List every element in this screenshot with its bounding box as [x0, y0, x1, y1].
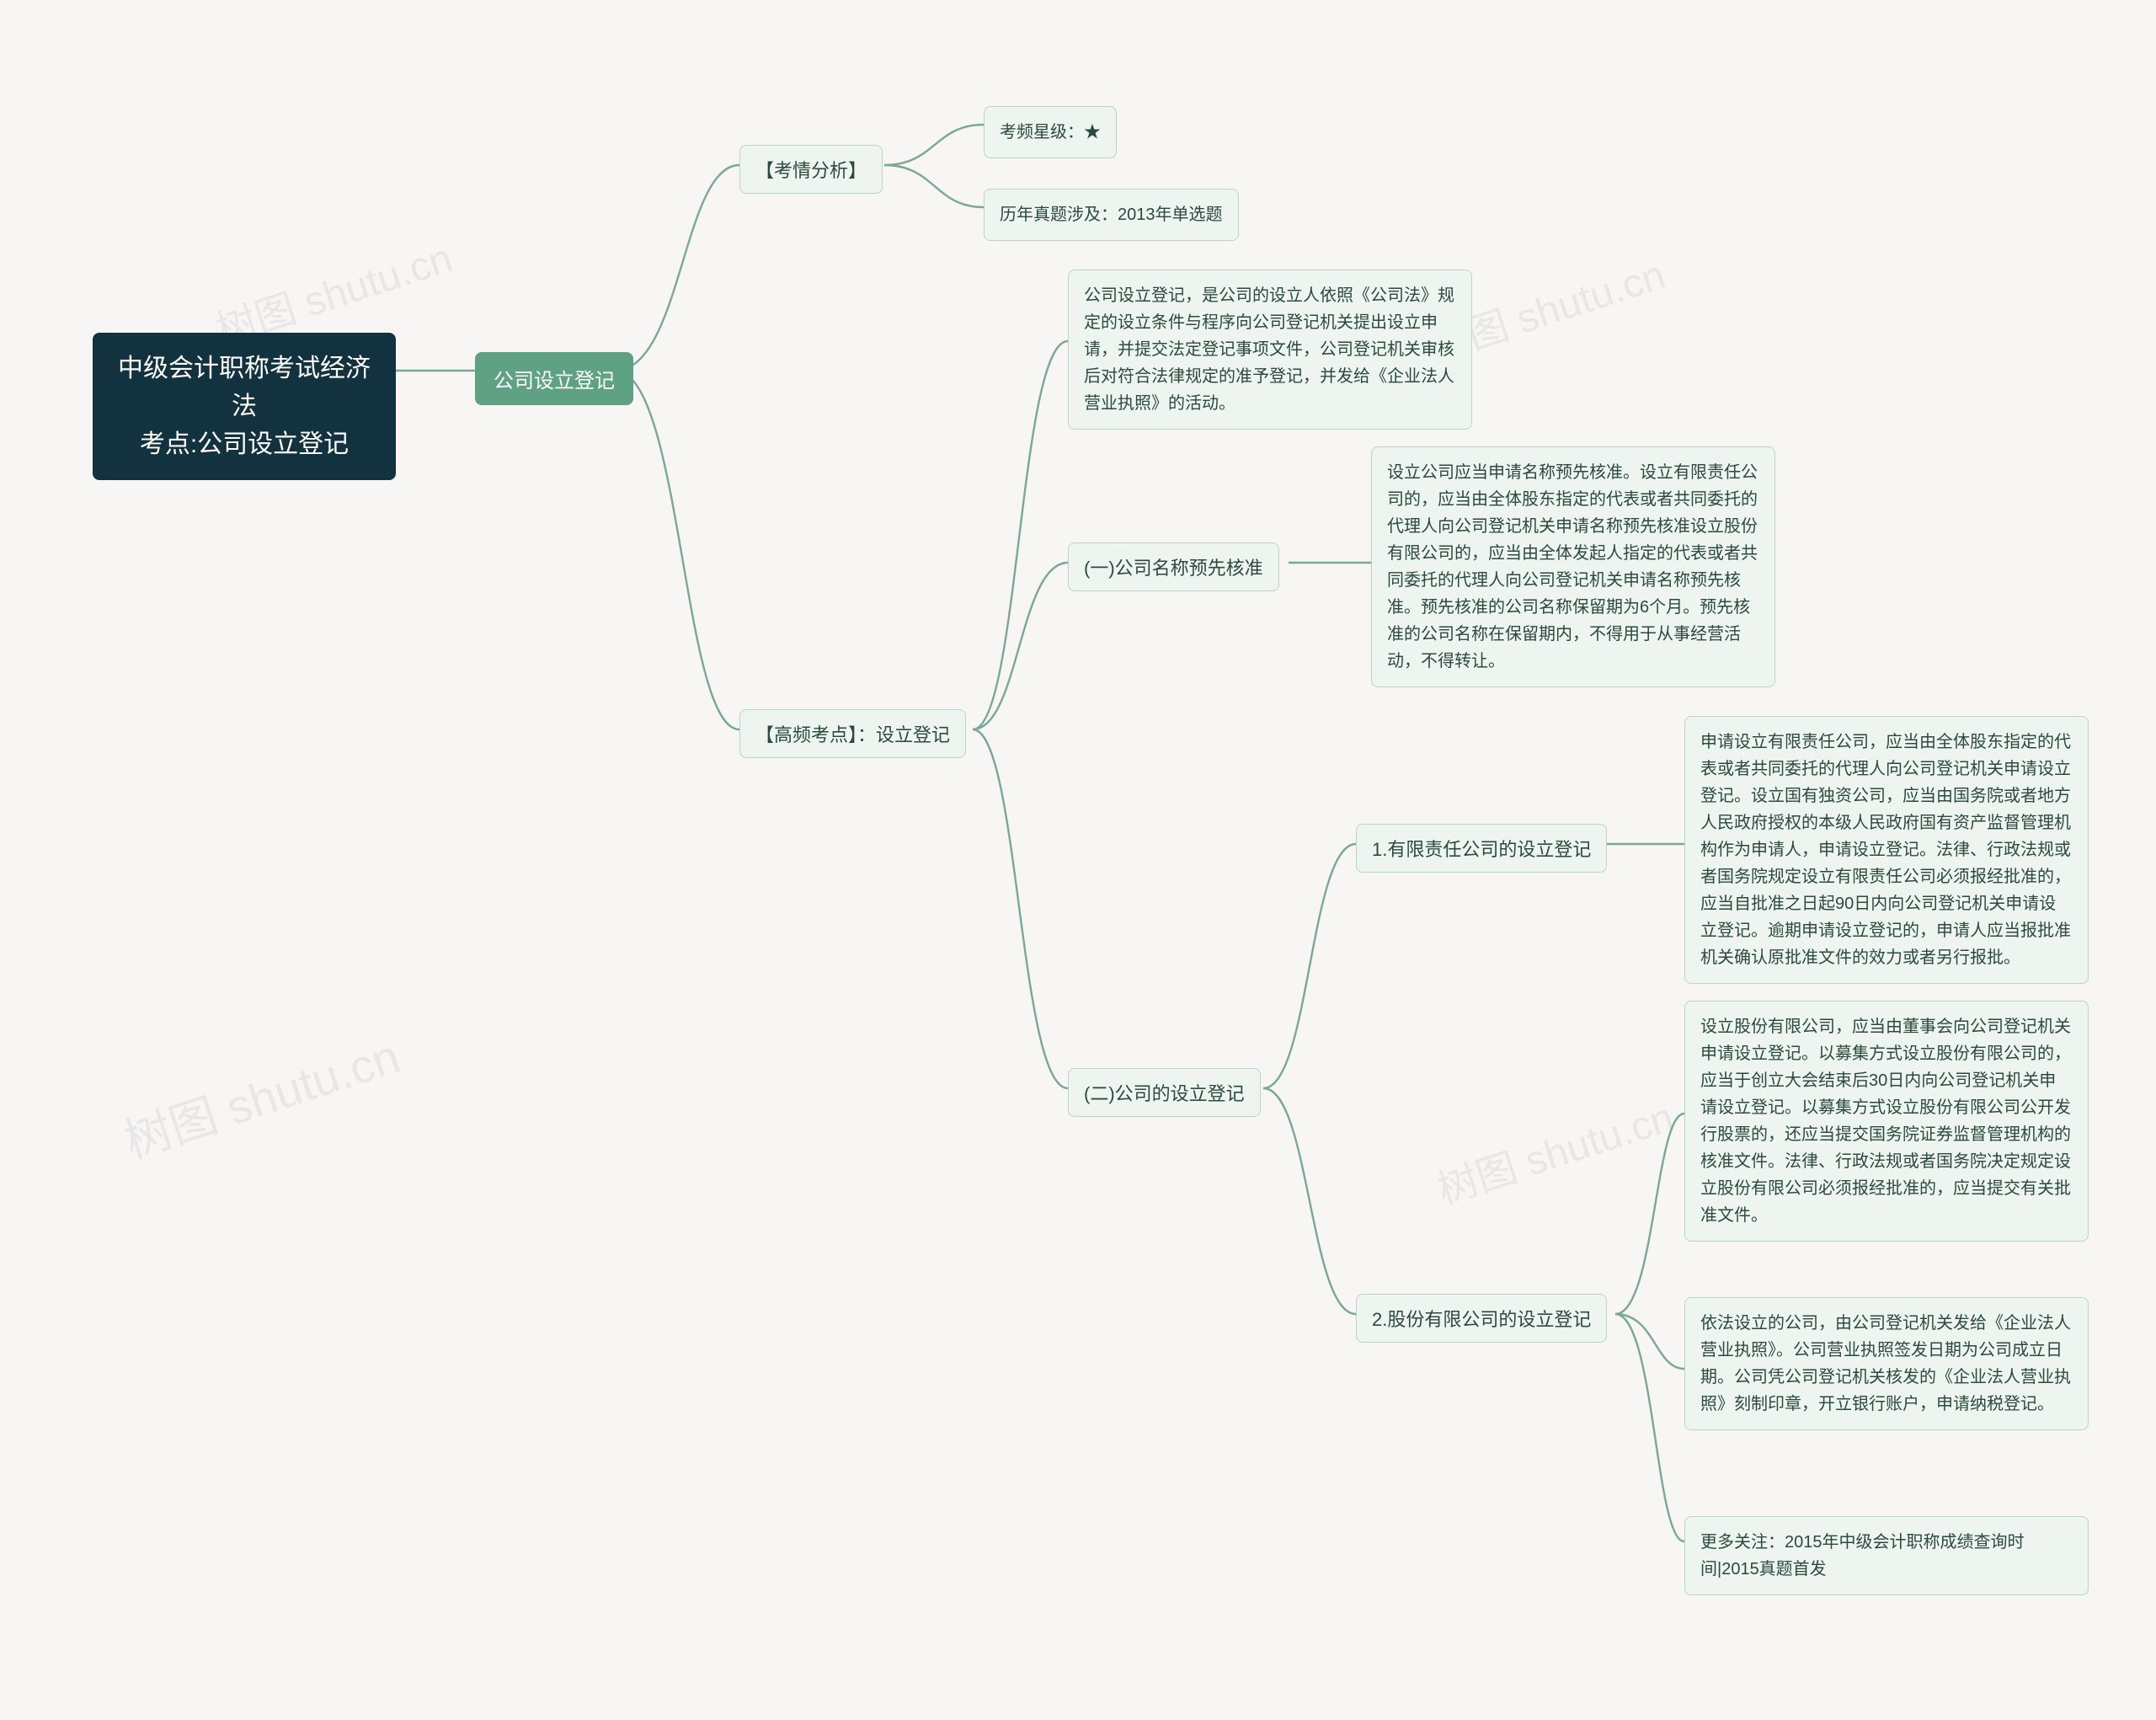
node-hotpoint[interactable]: 【高频考点】：设立登记 [739, 709, 966, 758]
node-child2[interactable]: 2.股份有限公司的设立登记 [1356, 1294, 1607, 1343]
leaf-sub1-text: 设立公司应当申请名称预先核准。设立有限责任公司的，应当由全体股东指定的代表或者共… [1371, 446, 1775, 687]
node-analysis[interactable]: 【考情分析】 [739, 145, 883, 194]
watermark: 树图 shutu.cn [115, 1019, 408, 1172]
root-node[interactable]: 中级会计职称考试经济法 考点:公司设立登记 [93, 333, 396, 480]
leaf-child2-text1: 设立股份有限公司，应当由董事会向公司登记机关申请设立登记。以募集方式设立股份有限… [1684, 1001, 2089, 1242]
leaf-child1-text: 申请设立有限责任公司，应当由全体股东指定的代表或者共同委托的代理人向公司登记机关… [1684, 716, 2089, 984]
leaf-child2-text3: 更多关注：2015年中级会计职称成绩查询时间|2015真题首发 [1684, 1516, 2089, 1595]
leaf-history: 历年真题涉及：2013年单选题 [984, 189, 1239, 241]
leaf-definition: 公司设立登记，是公司的设立人依照《公司法》规定的设立条件与程序向公司登记机关提出… [1068, 270, 1472, 430]
leaf-child2-text2: 依法设立的公司，由公司登记机关发给《企业法人营业执照》。公司营业执照签发日期为公… [1684, 1297, 2089, 1430]
root-line1: 中级会计职称考试经济法 [118, 350, 371, 425]
leaf-star: 考频星级：★ [984, 106, 1117, 158]
node-child1[interactable]: 1.有限责任公司的设立登记 [1356, 824, 1607, 873]
root-line2: 考点:公司设立登记 [118, 425, 371, 463]
watermark: 树图 shutu.cn [1428, 1084, 1679, 1215]
branch-main[interactable]: 公司设立登记 [475, 352, 633, 405]
node-sub2[interactable]: (二)公司的设立登记 [1068, 1068, 1261, 1117]
node-sub1[interactable]: (一)公司名称预先核准 [1068, 542, 1279, 591]
